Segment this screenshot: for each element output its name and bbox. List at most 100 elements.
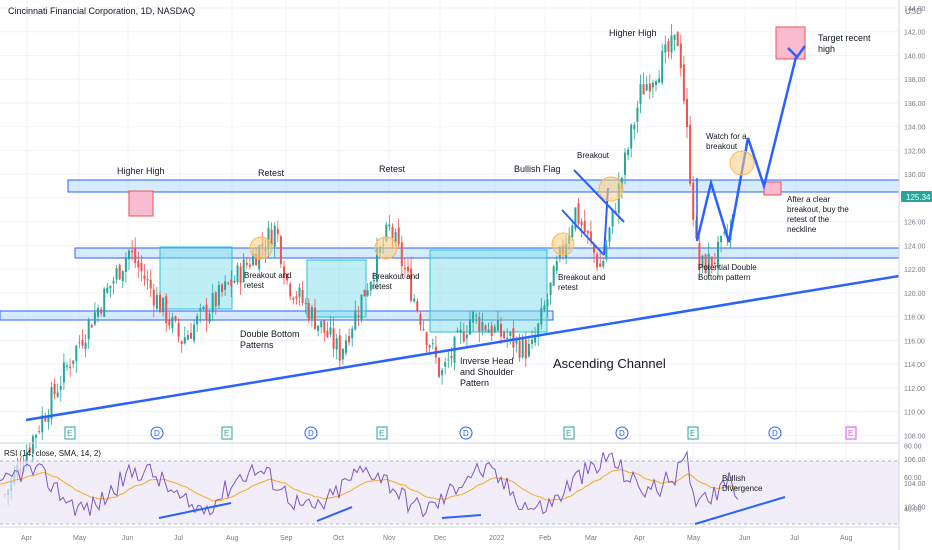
rsi-tick: 60.00 — [904, 475, 922, 482]
label-after-breakout: neckline — [787, 225, 817, 234]
candle-body — [723, 232, 726, 234]
candle-body — [704, 254, 707, 274]
price-tick: 138.00 — [904, 77, 926, 84]
candle-body — [531, 339, 533, 344]
candle-body — [100, 309, 103, 314]
earnings-marker[interactable]: E — [64, 426, 76, 440]
candle-body — [599, 263, 602, 267]
dividend-marker[interactable]: D — [459, 426, 473, 440]
dividend-marker[interactable]: D — [768, 426, 782, 440]
earnings-marker[interactable]: E — [376, 426, 388, 440]
candle-body — [143, 275, 146, 280]
time-tick: May — [73, 535, 87, 542]
label-watch: breakout — [706, 142, 738, 151]
flag-pole-line — [573, 169, 625, 223]
candle-body — [248, 264, 251, 267]
candle-body — [134, 247, 137, 264]
candle-body — [75, 345, 78, 362]
projection-arrow — [787, 45, 807, 59]
candle-body — [292, 297, 295, 300]
rsi-line — [0, 450, 739, 518]
candle-body — [682, 64, 685, 102]
dividend-marker[interactable]: D — [615, 426, 629, 440]
dividend-marker[interactable]: D — [304, 426, 318, 440]
label-breakout-retest-1: Breakout and — [244, 271, 292, 280]
price-tick: 132.00 — [904, 148, 926, 155]
label-higher-high-left: Higher High — [117, 166, 165, 176]
price-tick: 130.00 — [904, 172, 926, 179]
candle-body — [279, 236, 282, 265]
candle-body — [543, 305, 546, 311]
label-breakout-retest-2: retest — [372, 282, 393, 291]
candle-body — [546, 299, 549, 307]
candle-body — [717, 241, 719, 268]
label-inverse-hs: Pattern — [460, 378, 489, 388]
candle-body — [642, 84, 645, 95]
candle-body — [357, 315, 360, 317]
candle-body — [701, 255, 704, 268]
candle-body — [397, 227, 400, 245]
candle-body — [360, 294, 363, 321]
candle-body — [103, 288, 106, 317]
candle-body — [428, 345, 431, 348]
candle-body — [326, 330, 329, 338]
label-double-bottom-l1: Double Bottom — [240, 329, 300, 339]
candle-body — [413, 298, 416, 302]
candle-body — [202, 306, 205, 310]
candle-body — [236, 265, 239, 283]
candle-body — [50, 387, 53, 419]
candle-body — [56, 392, 59, 397]
svg-text:E: E — [379, 429, 384, 438]
earnings-marker[interactable]: E — [221, 426, 233, 440]
candle-body — [199, 308, 202, 312]
earnings-marker[interactable]: E — [845, 426, 857, 440]
time-tick: Feb — [539, 535, 551, 542]
label-breakout-retest-2: Breakout and — [372, 272, 420, 281]
inverse-hs-box — [429, 249, 548, 333]
candle-body — [515, 339, 518, 344]
label-inverse-hs: and Shoulder — [460, 367, 514, 377]
annotations: Higher High Retest Retest Bullish Flag B… — [117, 28, 871, 388]
candle-body — [112, 280, 115, 284]
currency-label: USD — [905, 7, 922, 16]
candle-body — [227, 282, 230, 284]
candle-body — [450, 356, 453, 359]
time-tick: Aug — [840, 535, 853, 542]
candle-body — [221, 284, 223, 293]
candle-body — [496, 320, 499, 331]
candle-body — [472, 311, 475, 323]
candle-body — [286, 273, 289, 281]
time-tick: Jul — [790, 535, 799, 542]
earnings-marker[interactable]: E — [687, 426, 699, 440]
label-watch: Watch for a — [706, 132, 747, 141]
time-tick: Mar — [585, 535, 598, 542]
candle-body — [447, 359, 450, 361]
candle-body — [44, 418, 47, 422]
time-tick: Aug — [226, 535, 239, 542]
candle-body — [69, 366, 72, 369]
candle-body — [137, 261, 140, 268]
breakout-circle — [598, 176, 624, 202]
candle-body — [66, 365, 68, 367]
candle-body — [376, 248, 378, 282]
candle-body — [323, 320, 326, 333]
candle-body — [183, 337, 186, 344]
dividend-marker[interactable]: D — [150, 426, 164, 440]
candle-body — [478, 317, 481, 332]
candle-body — [661, 51, 664, 83]
price-tick: 140.00 — [904, 53, 926, 60]
time-tick: Jun — [739, 535, 750, 542]
candle-body — [190, 332, 192, 339]
candle-body — [354, 310, 357, 330]
candle-body — [338, 335, 341, 361]
candle-body — [385, 224, 388, 241]
earnings-marker[interactable]: E — [563, 426, 575, 440]
candle-body — [283, 266, 285, 279]
candle-body — [72, 360, 75, 364]
candle-body — [31, 436, 34, 454]
candle-body — [686, 99, 688, 128]
price-tick: 122.00 — [904, 267, 926, 274]
candle-body — [351, 328, 354, 339]
